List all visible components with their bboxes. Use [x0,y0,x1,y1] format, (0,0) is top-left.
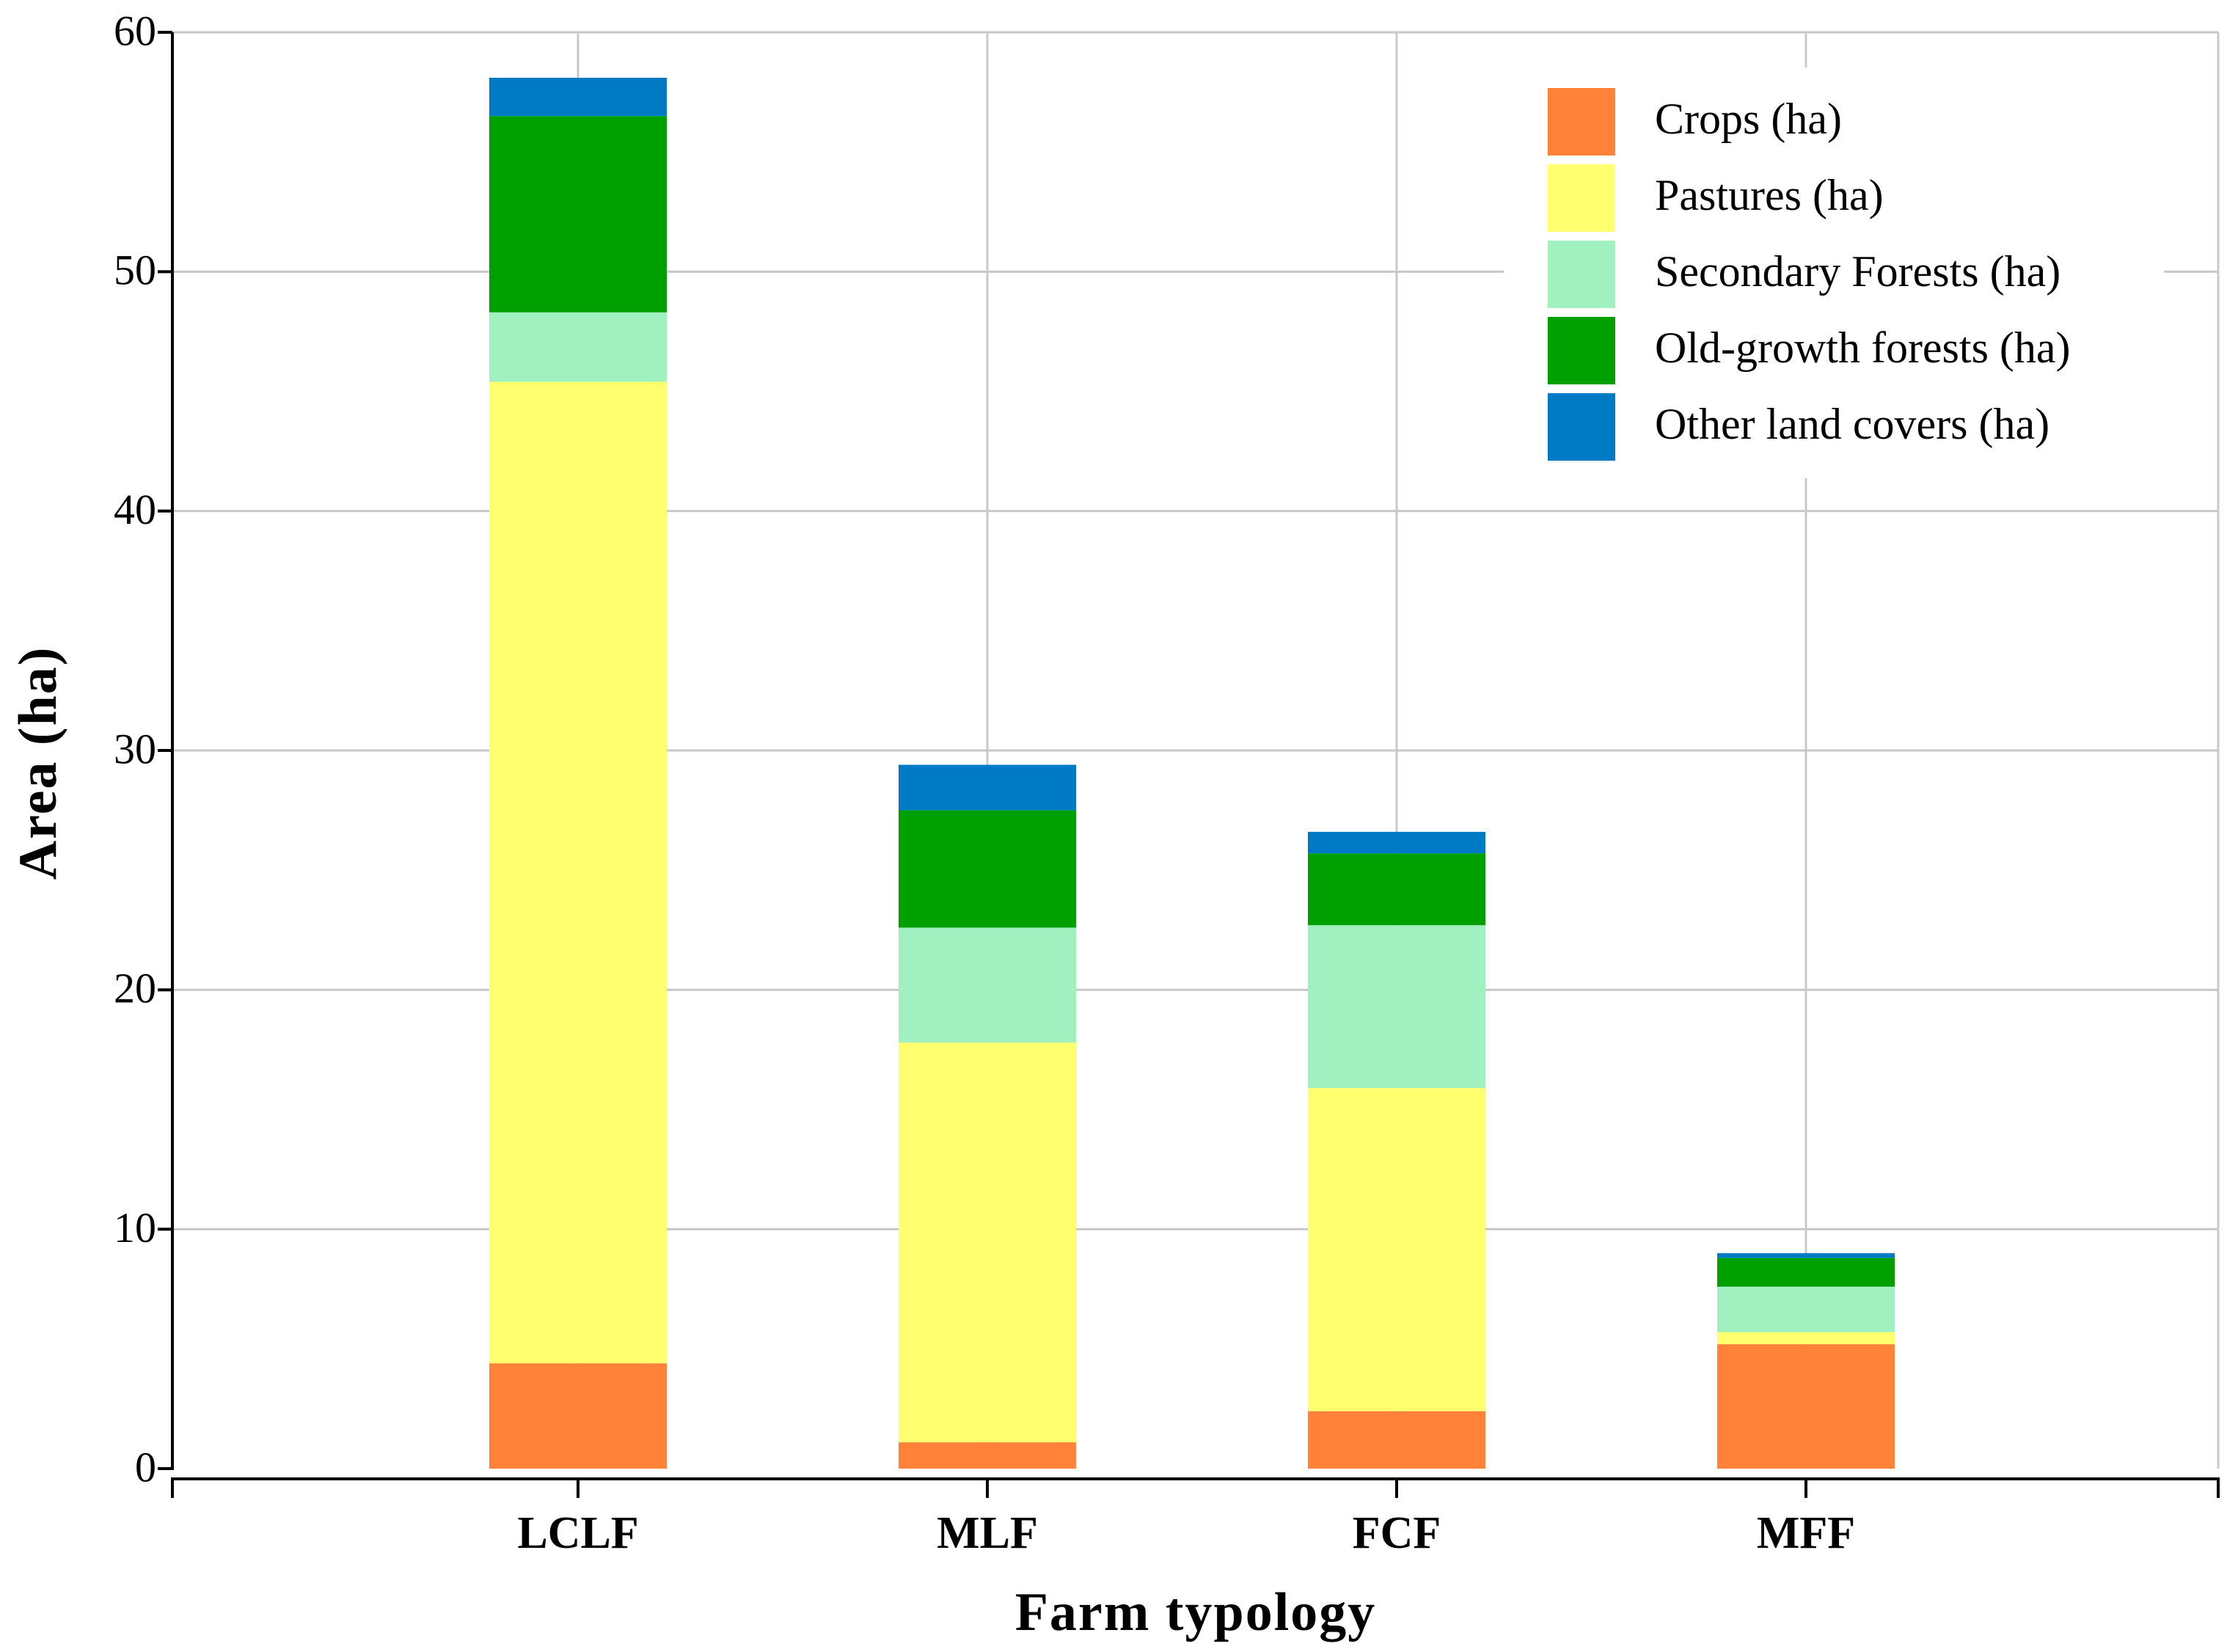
bar-fcf-series-3 [1308,853,1485,926]
legend-swatch-3 [1548,317,1615,384]
bar-mlf-series-3 [899,810,1076,928]
y-axis-title: Area (ha) [8,646,68,880]
x-tick-label-mff: MFF [1757,1508,1855,1558]
bar-fcf-series-4 [1308,831,1485,854]
bar-mff-series-1 [1717,1331,1895,1345]
y-tick-label-2: 20 [114,965,156,1012]
bar-mff-series-4 [1717,1253,1895,1258]
bar-mff-series-3 [1717,1257,1895,1287]
bar-fcf-series-2 [1308,925,1485,1089]
x-tick-label-fcf: FCF [1353,1508,1441,1558]
legend-swatch-1 [1548,164,1615,232]
legend-swatch-2 [1548,241,1615,308]
x-axis-line [171,1477,2220,1498]
bar-mff-series-0 [1717,1344,1895,1469]
bar-lclf-series-1 [489,381,667,1364]
y-tick-label-1: 10 [114,1204,156,1251]
bar-lclf-series-2 [489,312,667,382]
bar-fcf-series-1 [1308,1088,1485,1411]
y-tick-label-0: 0 [135,1443,156,1491]
legend-label-2: Secondary Forests (ha) [1655,247,2060,296]
legend-swatch-4 [1548,393,1615,461]
bar-lclf-series-4 [489,78,667,117]
legend-label-3: Old-growth forests (ha) [1655,324,2071,372]
bar-lclf-series-0 [489,1363,667,1469]
bar-mlf-series-0 [899,1442,1076,1469]
y-tick-label-3: 30 [114,725,156,772]
y-tick-label-4: 40 [114,486,156,533]
x-ticks: LCLF MLF FCF MFF [517,1479,1855,1558]
legend-label-0: Crops (ha) [1655,95,1842,143]
legend: Crops (ha) Pastures (ha) Secondary Forests… [1504,67,2164,478]
bar-mff-series-2 [1717,1286,1895,1332]
legend-label-1: Pastures (ha) [1655,171,1884,219]
x-axis-title: Farm typology [1015,1582,1377,1642]
bar-lclf-series-3 [489,116,667,313]
bar-fcf-series-0 [1308,1411,1485,1469]
y-tick-label-6: 60 [114,7,156,54]
legend-label-4: Other land covers (ha) [1655,400,2049,448]
x-tick-label-lclf: LCLF [517,1508,638,1558]
legend-swatch-0 [1548,88,1615,156]
y-tick-label-5: 50 [114,246,156,294]
bar-mlf-series-4 [899,764,1076,811]
x-tick-label-mlf: MLF [937,1508,1038,1558]
bar-mlf-series-2 [899,927,1076,1043]
bar-mlf-series-1 [899,1042,1076,1443]
y-ticks: 0 10 20 30 40 50 60 [114,7,172,1491]
bars [489,78,1895,1469]
